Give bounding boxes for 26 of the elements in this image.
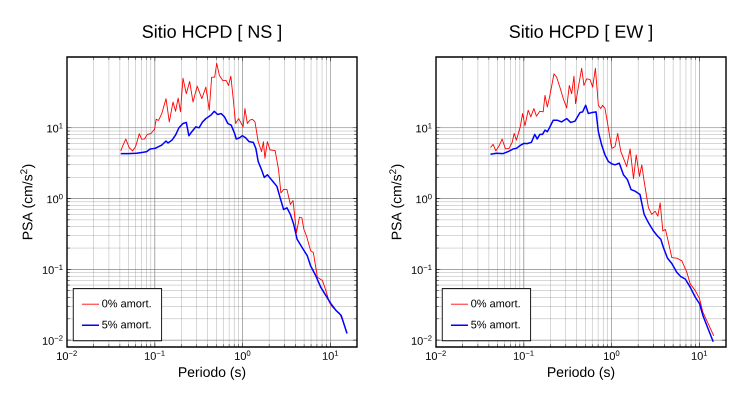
x-axis-title: Periodo (s) [548, 366, 614, 380]
chart-title: Sitio HCPD [ EW ] [510, 24, 652, 42]
y-tick-label: 10$^{−2}$ [42, 335, 63, 345]
y-axis-title: PSA (cm/s$^{2}$) [389, 164, 404, 240]
legend-label: 5% amort. [102, 320, 151, 328]
legend-label: 0% amort. [471, 300, 520, 308]
x-tick-label: 10$^{−1}$ [514, 350, 534, 360]
x-tick-label: 10$^{0}$ [235, 350, 250, 360]
chart-title: Sitio HCPD [ NS ] [142, 24, 281, 42]
y-tick-label: 10$^{−1}$ [412, 264, 432, 274]
y-tick-label: 10$^{1}$ [416, 123, 432, 132]
y-axis-title: PSA (cm/s$^{2}$) [20, 164, 36, 240]
x-tick-label: 10$^{−2}$ [426, 350, 446, 360]
x-tick-label: 10$^{1}$ [692, 350, 708, 360]
y-tick-label: 10$^{−2}$ [412, 335, 432, 345]
y-tick-label: 10$^{1}$ [47, 123, 63, 132]
x-tick-label: 10$^{−1}$ [144, 350, 165, 360]
legend-label: 0% amort. [102, 300, 151, 308]
y-tick-label: 10$^{0}$ [416, 194, 432, 204]
y-tick-label: 10$^{−1}$ [42, 264, 63, 274]
x-tick-label: 10$^{1}$ [322, 350, 338, 360]
legend-label: 5% amort. [471, 320, 520, 328]
x-tick-label: 10$^{0}$ [604, 350, 620, 360]
y-tick-label: 10$^{0}$ [47, 194, 63, 204]
x-tick-label: 10$^{−2}$ [57, 350, 77, 360]
x-axis-title: Periodo (s) [179, 366, 246, 380]
